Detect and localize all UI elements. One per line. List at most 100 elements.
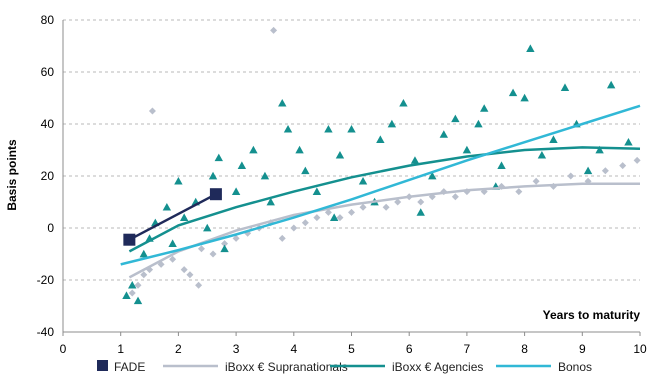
- triangle-point: [497, 161, 506, 169]
- diamond-point: [186, 271, 194, 279]
- triangle-point: [283, 125, 293, 133]
- triangle-point: [480, 104, 489, 112]
- diamond-point: [278, 234, 286, 242]
- diamond-point: [301, 219, 309, 227]
- diamond-point: [180, 266, 188, 274]
- triangle-point: [312, 187, 322, 195]
- triangle-point: [606, 80, 616, 89]
- triangle-point: [179, 213, 189, 221]
- diamond-point: [290, 224, 298, 232]
- triangle-point: [324, 125, 333, 133]
- x-tick-label: 1: [117, 342, 124, 356]
- triangle-point: [387, 119, 397, 128]
- triangle-point: [526, 44, 535, 52]
- diamond-point: [232, 234, 240, 242]
- x-tick-label: 6: [406, 342, 413, 356]
- diamond-point: [619, 162, 627, 170]
- diamond-point: [633, 156, 641, 164]
- triangle-point: [214, 153, 223, 162]
- triangle-point: [278, 99, 287, 107]
- grid-lines: [63, 19, 640, 281]
- triangle-point: [122, 291, 131, 299]
- triangle-point: [260, 171, 270, 180]
- triangle-point: [560, 83, 570, 91]
- triangle-point: [208, 171, 218, 180]
- trend-line: [120, 104, 641, 266]
- triangle-point: [220, 244, 229, 253]
- triangle-point: [168, 239, 177, 247]
- diamond-point: [313, 214, 321, 222]
- triangle-point: [399, 99, 408, 107]
- x-tick-label: 8: [521, 342, 528, 356]
- triangle-point: [508, 88, 518, 97]
- diamond-point: [336, 214, 344, 222]
- trend-line: [128, 182, 640, 279]
- triangle-point: [624, 138, 633, 146]
- diamond-point: [209, 250, 217, 258]
- y-tick-label: -40: [37, 325, 55, 339]
- triangle-point: [162, 203, 172, 211]
- x-tick-label: 2: [175, 342, 182, 356]
- y-tick-label: 20: [41, 169, 55, 183]
- triangle-point: [451, 114, 460, 123]
- x-tick-labels: 0 1 2 3 4 5 6 7 8 9 10: [60, 342, 647, 356]
- diamond-point: [359, 203, 367, 211]
- legend: FADE iBoxx € Supranationals iBoxx € Agenci…: [97, 360, 592, 374]
- legend-label: iBoxx € Agencies: [392, 360, 483, 374]
- triangle-point: [128, 281, 137, 289]
- legend-item: Bonos: [496, 360, 592, 374]
- diamond-point: [601, 167, 609, 175]
- triangle-point: [139, 249, 148, 258]
- diamond-point: [169, 255, 177, 263]
- triangle-point: [462, 145, 472, 154]
- triangle-point: [428, 171, 437, 180]
- diamond-point: [515, 188, 523, 196]
- diamond-point: [417, 198, 425, 206]
- triangle-point: [439, 130, 449, 138]
- triangle-point: [295, 145, 304, 154]
- triangle-point: [358, 177, 368, 185]
- legend-label: FADE: [114, 360, 145, 374]
- triangle-point: [410, 156, 420, 164]
- triangle-point: [474, 119, 483, 128]
- diamond-point: [134, 281, 142, 289]
- diamond-point: [140, 271, 148, 279]
- y-tick-labels: -40 -20 0 20 40 60 80: [37, 13, 55, 339]
- triangle-point: [301, 166, 310, 175]
- triangle-point: [133, 296, 143, 305]
- y-tick-label: 60: [41, 65, 55, 79]
- diamond-point: [324, 208, 332, 216]
- y-tick-label: -20: [37, 273, 55, 287]
- triangle-point: [416, 208, 425, 216]
- diamond-point: [451, 193, 459, 201]
- legend-label: iBoxx € Supranationals: [225, 360, 348, 374]
- triangle-point: [376, 135, 385, 143]
- x-tick-label: 9: [579, 342, 586, 356]
- triangle-point: [520, 93, 529, 102]
- y-tick-label: 80: [41, 13, 55, 27]
- diamond-point: [221, 240, 229, 248]
- diamond-point: [128, 289, 136, 297]
- diamond-point: [148, 107, 156, 115]
- triangle-point: [203, 223, 212, 232]
- data-points: [122, 26, 641, 305]
- triangle-point: [266, 197, 275, 206]
- diamond-point: [197, 245, 205, 253]
- diamond-point: [382, 203, 390, 211]
- diamond-point: [195, 281, 203, 289]
- y-axis-title: Basis points: [5, 139, 19, 211]
- x-tick-label: 10: [633, 342, 647, 356]
- x-tick-label: 3: [233, 342, 240, 356]
- legend-swatch: [97, 360, 108, 371]
- trend-lines: [120, 104, 641, 279]
- trend-line: [128, 146, 641, 253]
- fade-line: [128, 193, 217, 241]
- y-tick-label: 0: [47, 221, 54, 235]
- triangle-point: [347, 125, 356, 133]
- legend-label: Bonos: [558, 360, 592, 374]
- y-tick-label: 40: [41, 117, 55, 131]
- triangle-point: [329, 213, 339, 221]
- diamond-point: [532, 177, 540, 185]
- axes: [62, 20, 641, 336]
- diamond-point: [394, 198, 402, 206]
